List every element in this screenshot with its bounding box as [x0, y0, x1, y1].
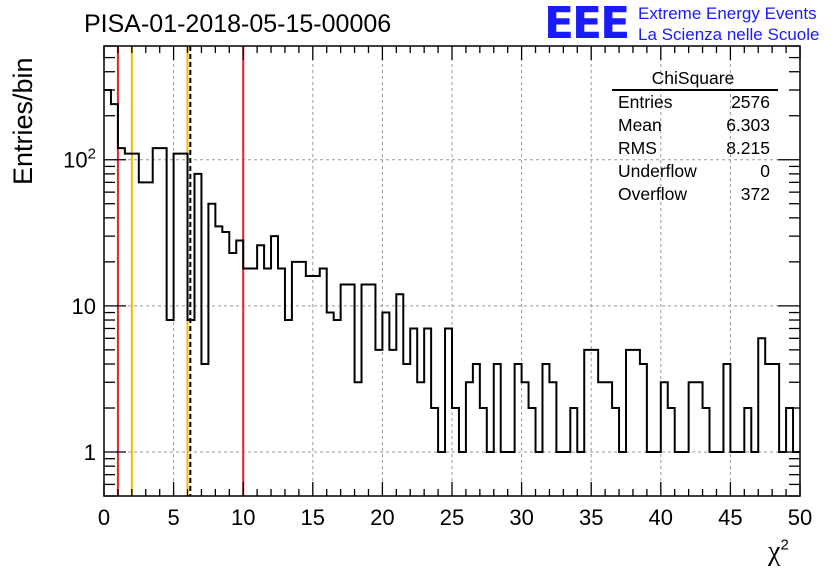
- x-tick-label: 45: [718, 505, 742, 530]
- x-tick-label: 35: [579, 505, 603, 530]
- stats-rms-value: 8.215: [726, 138, 770, 158]
- y-tick-label: 1: [84, 440, 96, 465]
- x-tick-label: 15: [301, 505, 325, 530]
- marker-lines: [116, 46, 245, 496]
- axis-ticks: [103, 45, 801, 497]
- x-axis-label-base: χ: [768, 536, 781, 567]
- y-tick-label: 10: [72, 294, 96, 319]
- logo-text-line1: Extreme Energy Events: [638, 4, 817, 23]
- x-axis-label: χ2: [768, 536, 789, 568]
- stats-overflow-value: 372: [740, 184, 770, 204]
- x-tick-label: 40: [649, 505, 673, 530]
- y-tick-label: 102: [63, 146, 96, 173]
- chart-title: PISA-01-2018-05-15-00006: [84, 10, 392, 38]
- stats-underflow-name: Underflow: [618, 161, 697, 181]
- stats-rms-name: RMS: [618, 138, 657, 158]
- stats-overflow-name: Overflow: [618, 184, 688, 204]
- stats-box: ChiSquare Entries 2576 Mean 6.303 RMS 8.…: [608, 68, 778, 208]
- stats-mean-value: 6.303: [726, 115, 770, 135]
- x-tick-label: 10: [231, 505, 255, 530]
- eee-logo-mark: EEE: [544, 0, 630, 49]
- x-tick-label: 5: [167, 505, 179, 530]
- stats-entries-value: 2576: [731, 92, 770, 112]
- stats-title: ChiSquare: [651, 68, 735, 88]
- stats-entries-name: Entries: [618, 92, 673, 112]
- stats-underflow-value: 0: [760, 161, 770, 181]
- stats-mean-name: Mean: [618, 115, 662, 135]
- x-tick-label: 0: [98, 505, 110, 530]
- x-tick-label: 30: [509, 505, 533, 530]
- x-tick-label: 50: [788, 505, 812, 530]
- histogram-line: [104, 88, 800, 454]
- tick-labels: 0 5 10 15 20 25 30 35 40 45 50 1 10 102: [63, 146, 812, 530]
- stats-divider: [612, 89, 778, 91]
- histogram-series: [104, 88, 800, 454]
- logo-text-line2: La Scienza nelle Scuole: [638, 25, 820, 44]
- x-axis-label-exponent: 2: [780, 536, 789, 554]
- x-tick-label: 20: [370, 505, 394, 530]
- y-axis-label: Entries/bin: [8, 57, 38, 185]
- x-tick-label: 25: [440, 505, 464, 530]
